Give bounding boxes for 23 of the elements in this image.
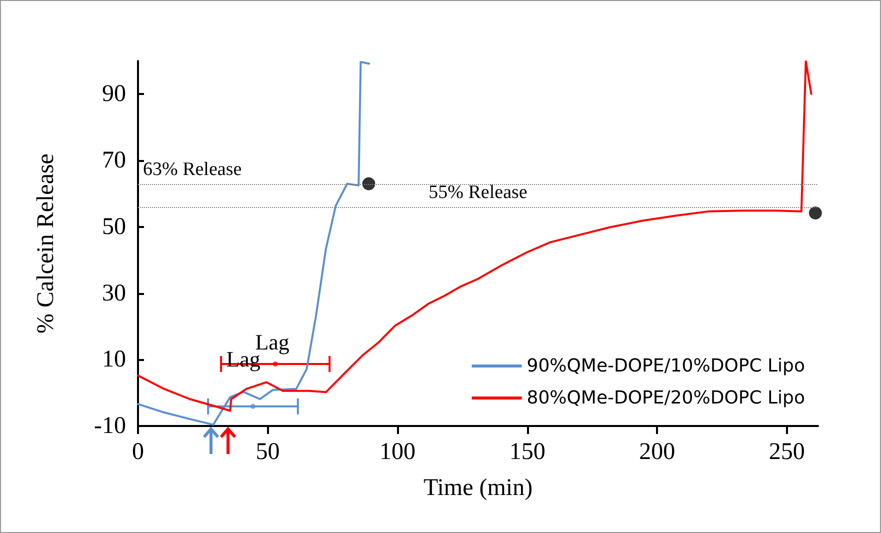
line-series bbox=[137, 60, 812, 412]
legend-label: 80%QMe-DOPE/20%DOPC Lipo bbox=[526, 388, 806, 408]
x-tick-label: 150 bbox=[509, 439, 546, 465]
ref-line-label: 55% Release bbox=[428, 182, 528, 203]
x-tick-label: 50 bbox=[256, 439, 280, 465]
y-tick-label: 90 bbox=[102, 81, 126, 108]
x-tick-label: 200 bbox=[639, 439, 676, 465]
legend-label: 90%QMe-DOPE/10%DOPC Lipo bbox=[526, 356, 806, 376]
y-tick-label: 50 bbox=[102, 214, 126, 240]
point bbox=[250, 404, 256, 409]
y-axis-title: % Calcein Release bbox=[33, 154, 59, 334]
x-tick-label: 100 bbox=[380, 439, 416, 465]
y-tick-label: 10 bbox=[102, 346, 126, 373]
y-tick-label: 70 bbox=[102, 148, 126, 174]
y-tick-label: 30 bbox=[102, 280, 126, 306]
point bbox=[362, 177, 376, 190]
point bbox=[808, 206, 822, 220]
x-axis-title: Time (min) bbox=[423, 475, 533, 501]
x-tick-label: 0 bbox=[132, 439, 144, 465]
point bbox=[272, 361, 278, 366]
ref-line-label: 63% Release bbox=[143, 158, 242, 180]
x-tick-label: 250 bbox=[768, 439, 805, 465]
y-tick-label: -10 bbox=[94, 413, 126, 439]
